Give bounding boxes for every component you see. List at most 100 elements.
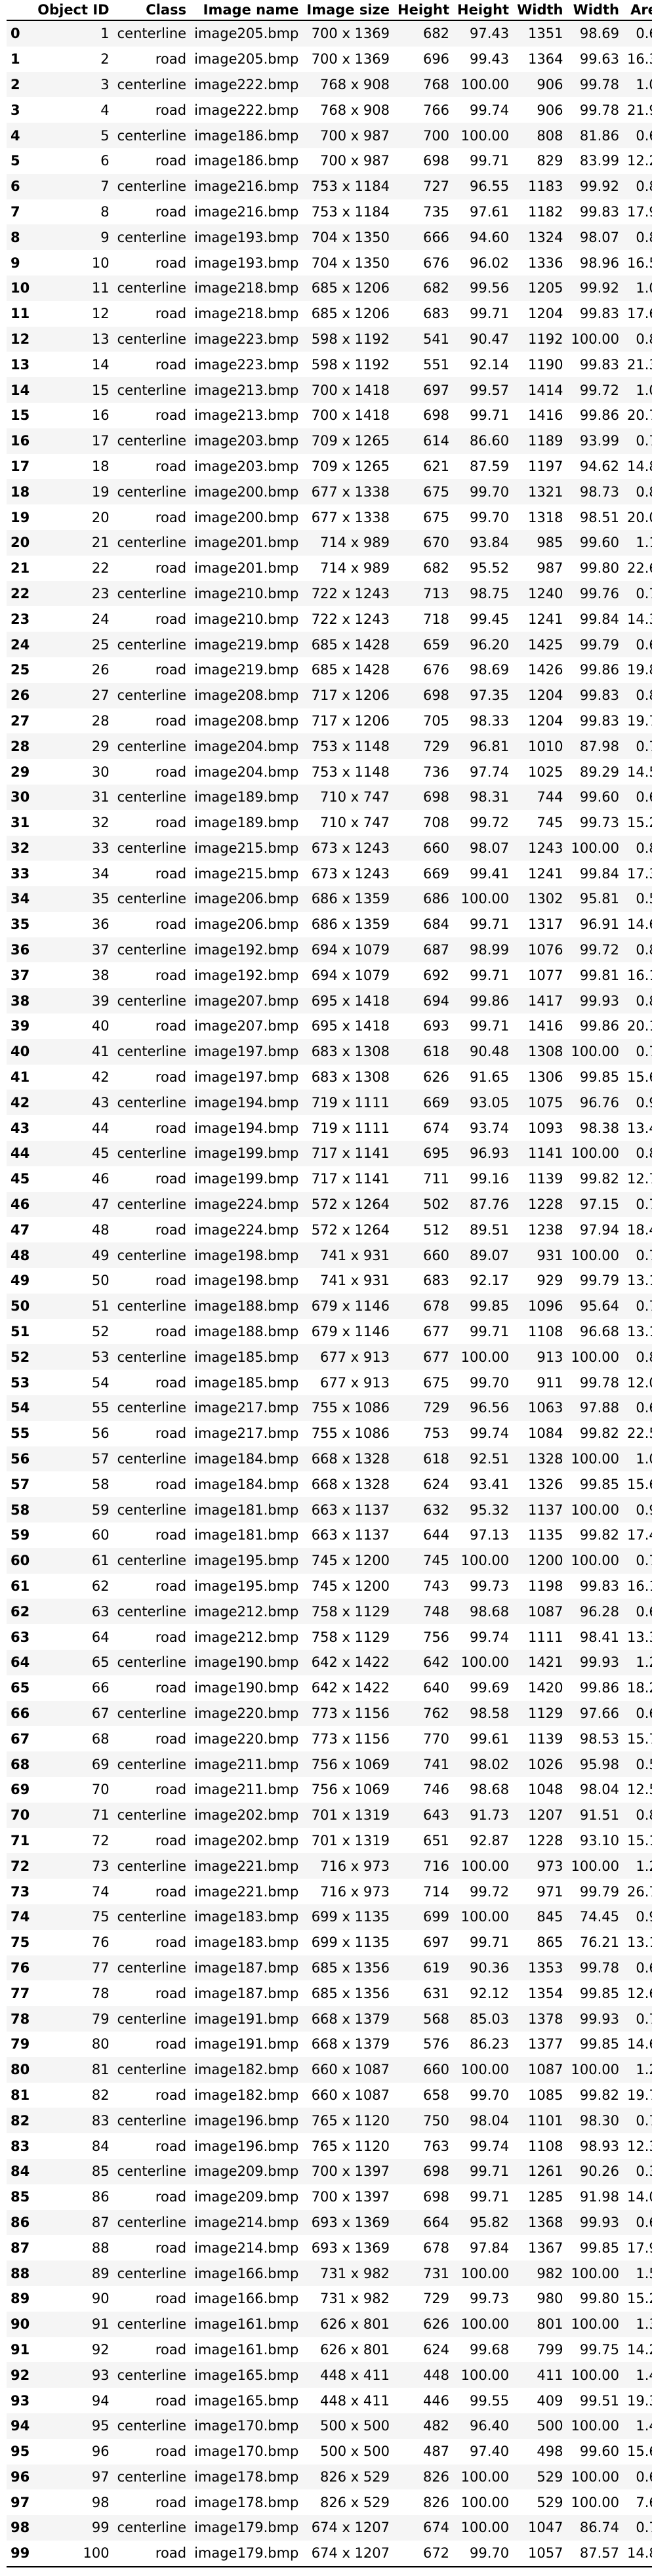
object-id-cell: 55 <box>33 1395 113 1421</box>
row-index: 50 <box>7 1293 34 1319</box>
width-px-cell: 1367 <box>513 2235 567 2261</box>
height-pct-cell: 99.72 <box>453 809 514 836</box>
width-px-cell: 845 <box>513 1904 567 1930</box>
row-index: 84 <box>7 2158 34 2184</box>
image-size-cell: 745 x 1200 <box>302 1547 394 1574</box>
class-cell: centerline <box>113 2515 191 2541</box>
object-id-cell: 71 <box>33 1802 113 1828</box>
width-px-cell: 1111 <box>513 1624 567 1650</box>
width-px-cell: 1306 <box>513 1064 567 1090</box>
width-px-cell: 1241 <box>513 606 567 632</box>
image-size-cell: 700 x 987 <box>302 148 394 174</box>
image-name-cell: image201.bmp <box>190 555 303 581</box>
object-id-cell: 1 <box>33 20 113 47</box>
width-px-cell: 1077 <box>513 962 567 989</box>
area-cell: 1.41 <box>622 2413 652 2439</box>
area-cell: 0.83 <box>622 224 652 251</box>
header-height-px: Height <box>394 0 454 21</box>
image-size-cell: 717 x 1206 <box>302 708 394 734</box>
row-index: 94 <box>7 2413 34 2439</box>
object-id-cell: 26 <box>33 657 113 683</box>
image-name-cell: image219.bmp <box>190 657 303 683</box>
image-size-cell: 448 x 411 <box>302 2388 394 2413</box>
table-row: 66 67 centerline image220.bmp 773 x 1156 762 9… <box>7 1700 652 1727</box>
class-cell: road <box>113 1471 191 1498</box>
image-size-cell: 685 x 1428 <box>302 657 394 683</box>
object-id-cell: 63 <box>33 1599 113 1625</box>
width-px-cell: 911 <box>513 1370 567 1396</box>
class-cell: road <box>113 2082 191 2108</box>
table-row: 2 3 centerline image222.bmp 768 x 908 768 100.… <box>7 72 652 98</box>
image-name-cell: image198.bmp <box>190 1268 303 1294</box>
area-cell: 0.69 <box>622 784 652 810</box>
area-cell: 15.61 <box>622 2438 652 2464</box>
width-px-cell: 1101 <box>513 2108 567 2134</box>
row-index: 78 <box>7 2006 34 2032</box>
class-cell: road <box>113 1115 191 1141</box>
image-name-cell: image209.bmp <box>190 2184 303 2210</box>
height-px-cell: 736 <box>394 759 454 785</box>
width-pct-cell: 99.80 <box>567 555 623 581</box>
height-pct-cell: 99.70 <box>453 504 514 530</box>
height-pct-cell: 99.16 <box>453 1166 514 1192</box>
image-name-cell: image206.bmp <box>190 911 303 937</box>
row-index: 52 <box>7 1344 34 1370</box>
width-px-cell: 1326 <box>513 1471 567 1498</box>
table-row: 12 13 centerline image223.bmp 598 x 1192 541 9… <box>7 326 652 352</box>
class-cell: road <box>113 2235 191 2261</box>
row-index: 39 <box>7 1013 34 1039</box>
width-px-cell: 1190 <box>513 352 567 378</box>
row-index: 22 <box>7 581 34 607</box>
image-size-cell: 694 x 1079 <box>302 937 394 963</box>
object-id-cell: 10 <box>33 250 113 276</box>
height-pct-cell: 100.00 <box>453 2489 514 2516</box>
header-image-size: Image size <box>302 0 394 21</box>
height-px-cell: 621 <box>394 453 454 480</box>
object-id-cell: 28 <box>33 708 113 734</box>
height-px-cell: 678 <box>394 1293 454 1319</box>
class-cell: centerline <box>113 275 191 301</box>
class-cell: road <box>113 300 191 327</box>
height-pct-cell: 96.40 <box>453 2413 514 2439</box>
class-cell: road <box>113 1776 191 1803</box>
object-id-cell: 92 <box>33 2337 113 2363</box>
object-id-cell: 9 <box>33 224 113 251</box>
height-pct-cell: 99.69 <box>453 1675 514 1701</box>
row-index: 5 <box>7 148 34 174</box>
image-name-cell: image210.bmp <box>190 606 303 632</box>
image-size-cell: 699 x 1135 <box>302 1904 394 1930</box>
table-row: 54 55 centerline image217.bmp 755 x 1086 729 9… <box>7 1395 652 1421</box>
table-row: 87 88 road image214.bmp 693 x 1369 678 97.84 13… <box>7 2235 652 2261</box>
image-size-cell: 709 x 1265 <box>302 453 394 480</box>
class-cell: centerline <box>113 1599 191 1625</box>
image-name-cell: image221.bmp <box>190 1879 303 1904</box>
table-row: 67 68 road image220.bmp 773 x 1156 770 99.61 11… <box>7 1726 652 1752</box>
height-px-cell: 766 <box>394 97 454 123</box>
image-size-cell: 704 x 1350 <box>302 250 394 276</box>
table-row: 53 54 road image185.bmp 677 x 913 675 99.70 911… <box>7 1370 652 1396</box>
area-cell: 0.91 <box>622 1904 652 1930</box>
row-index: 93 <box>7 2388 34 2413</box>
table-row: 89 90 road image166.bmp 731 x 982 729 99.73 980… <box>7 2285 652 2312</box>
class-cell: centerline <box>113 529 191 556</box>
row-index: 32 <box>7 835 34 861</box>
width-px-cell: 1135 <box>513 1523 567 1548</box>
area-cell: 0.71 <box>622 2515 652 2541</box>
height-px-cell: 678 <box>394 2235 454 2261</box>
width-px-cell: 1238 <box>513 1217 567 1243</box>
table-row: 22 23 centerline image210.bmp 722 x 1243 713 9… <box>7 581 652 607</box>
height-px-cell: 642 <box>394 1650 454 1675</box>
height-px-cell: 632 <box>394 1497 454 1523</box>
row-index: 28 <box>7 733 34 760</box>
image-size-cell: 694 x 1079 <box>302 962 394 989</box>
image-size-cell: 685 x 1206 <box>302 300 394 327</box>
image-size-cell: 679 x 1146 <box>302 1293 394 1319</box>
height-px-cell: 743 <box>394 1573 454 1599</box>
image-name-cell: image222.bmp <box>190 72 303 98</box>
height-px-cell: 675 <box>394 1370 454 1396</box>
height-pct-cell: 99.68 <box>453 2337 514 2363</box>
image-size-cell: 765 x 1120 <box>302 2108 394 2134</box>
image-size-cell: 709 x 1265 <box>302 428 394 454</box>
width-px-cell: 1198 <box>513 1573 567 1599</box>
width-px-cell: 1093 <box>513 1115 567 1141</box>
